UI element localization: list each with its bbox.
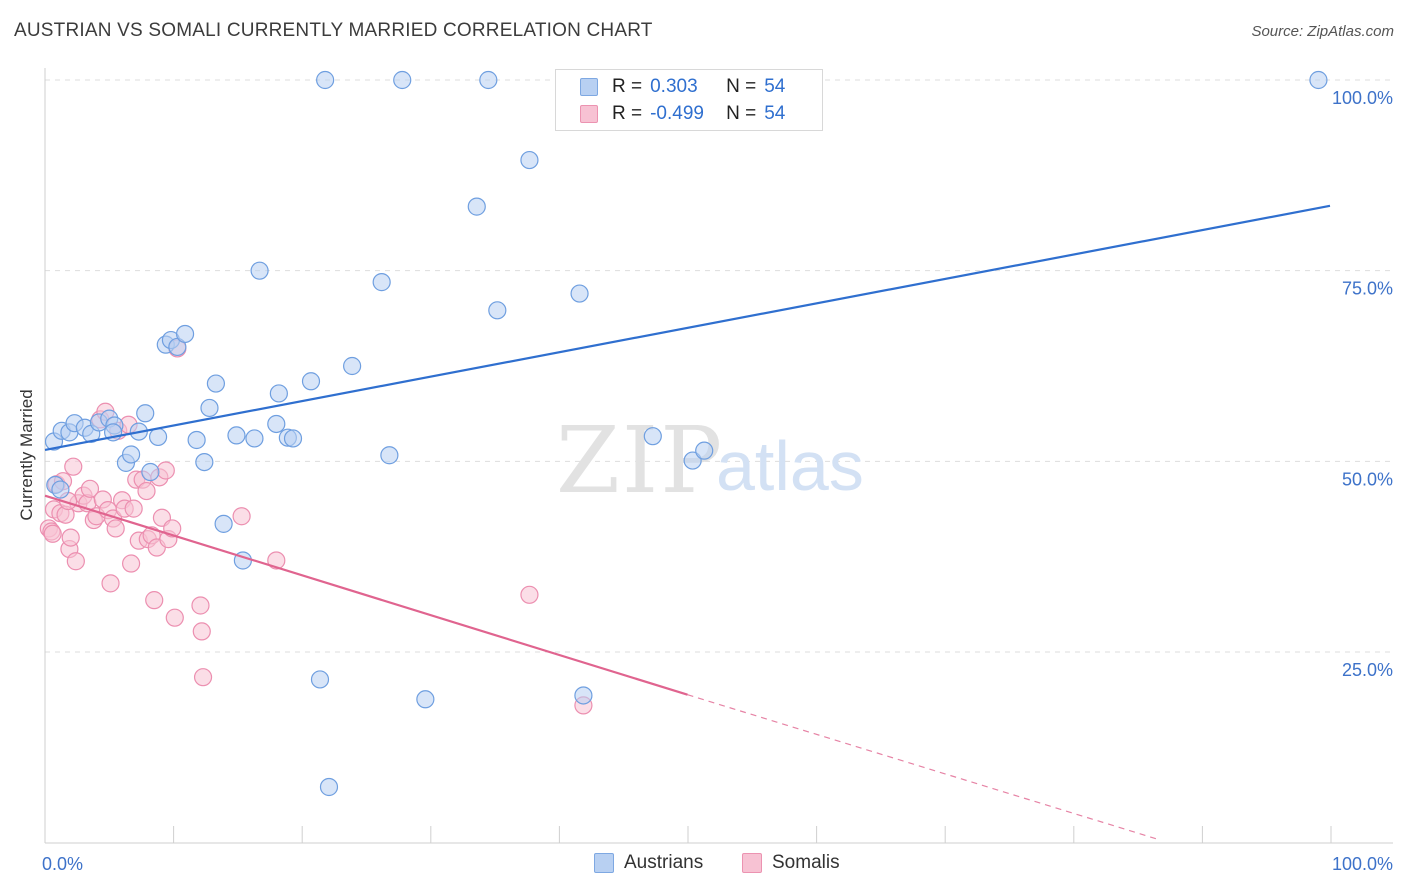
- legend-r-label: R =: [612, 76, 643, 97]
- legend-n-value-somalis: 54: [764, 103, 786, 124]
- data-point: [61, 528, 80, 547]
- data-point: [380, 446, 399, 465]
- data-point: [145, 591, 164, 610]
- data-point: [66, 552, 85, 571]
- data-point: [416, 690, 435, 709]
- data-point: [156, 461, 175, 480]
- data-point: [250, 261, 269, 280]
- data-point: [43, 524, 62, 543]
- legend-n-label: N =: [726, 103, 757, 124]
- legend-swatch-somalis: [742, 853, 762, 873]
- data-point: [51, 480, 70, 499]
- data-point: [175, 324, 195, 344]
- data-point: [101, 574, 120, 593]
- data-point: [200, 398, 219, 418]
- data-point: [245, 429, 264, 448]
- data-point: [267, 551, 286, 570]
- data-point: [137, 481, 156, 501]
- somalis-points: [39, 339, 593, 715]
- data-point: [393, 70, 412, 90]
- data-point: [227, 426, 246, 445]
- data-point: [165, 608, 184, 627]
- data-point: [124, 499, 143, 518]
- data-point: [683, 451, 702, 470]
- tick-labels: 25.0% 50.0% 75.0% 100.0% 0.0% 100.0%: [42, 88, 1393, 874]
- legend-item-austrians[interactable]: Austrians: [594, 852, 703, 874]
- axes: [44, 68, 1393, 844]
- series-legend: Austrians Somalis: [0, 852, 1406, 878]
- legend-swatch-austrians: [580, 78, 598, 96]
- y-tick-label: 100.0%: [1332, 88, 1393, 108]
- data-point: [570, 284, 589, 303]
- legend-label-somalis: Somalis: [772, 852, 840, 873]
- legend-r-value-austrians: 0.303: [650, 76, 698, 97]
- somalis-trend-line: [44, 494, 688, 696]
- legend-n-label: N =: [726, 76, 757, 97]
- y-axis-label: Currently Married: [17, 389, 36, 521]
- data-point: [310, 670, 330, 689]
- data-point: [283, 429, 303, 448]
- data-point: [191, 596, 210, 615]
- gridlines: [45, 79, 1393, 653]
- trend-lines: [44, 204, 1331, 840]
- watermark: ZIP atlas: [556, 407, 864, 514]
- legend-row-somalis: R = -0.499 N = 54: [580, 102, 785, 126]
- data-point: [192, 622, 211, 641]
- y-tick-label: 25.0%: [1342, 660, 1393, 680]
- y-tick-label: 50.0%: [1342, 469, 1393, 489]
- somalis-trend-extension: [687, 694, 1157, 840]
- data-point: [520, 150, 539, 170]
- data-point: [195, 452, 214, 472]
- legend-r-value-somalis: -0.499: [650, 103, 704, 124]
- data-point: [136, 404, 155, 423]
- data-point: [1309, 70, 1328, 90]
- data-point: [372, 273, 391, 292]
- data-point: [206, 374, 226, 393]
- legend-swatch-somalis: [580, 105, 598, 123]
- data-point: [121, 445, 141, 464]
- legend-r-label: R =: [612, 103, 643, 124]
- data-point: [267, 414, 286, 434]
- data-point: [520, 585, 539, 604]
- data-point: [232, 507, 251, 526]
- austrians-points: [44, 70, 1328, 797]
- watermark-atlas: atlas: [716, 427, 864, 505]
- data-point: [479, 70, 498, 90]
- data-point: [64, 457, 83, 476]
- data-point: [343, 356, 362, 376]
- data-point: [269, 384, 288, 403]
- data-point: [141, 462, 160, 482]
- stats-legend: R = 0.303 N = 54 R = -0.499 N = 54: [555, 69, 823, 131]
- data-point: [316, 70, 335, 90]
- data-point: [695, 441, 714, 460]
- data-point: [193, 668, 213, 687]
- data-point: [106, 519, 125, 538]
- data-point: [187, 430, 206, 450]
- chart-title: AUSTRIAN VS SOMALI CURRENTLY MARRIED COR…: [14, 20, 653, 41]
- data-point: [121, 554, 141, 573]
- legend-item-somalis[interactable]: Somalis: [742, 852, 840, 874]
- legend-n-value-austrians: 54: [764, 76, 786, 97]
- data-point: [148, 427, 168, 447]
- legend-swatch-austrians: [594, 853, 614, 873]
- data-point: [467, 197, 486, 216]
- data-point: [301, 372, 321, 391]
- data-point: [80, 479, 100, 498]
- legend-row-austrians: R = 0.303 N = 54: [580, 75, 785, 99]
- data-point: [488, 301, 507, 320]
- data-point: [574, 686, 593, 705]
- data-point: [319, 777, 339, 797]
- x-tick-label: 0.0%: [42, 854, 83, 874]
- y-tick-label: 75.0%: [1342, 279, 1393, 299]
- source-label: Source: ZipAtlas.com: [1251, 23, 1394, 40]
- legend-label-austrians: Austrians: [624, 852, 704, 873]
- austrians-trend-line: [44, 204, 1331, 451]
- data-point: [214, 514, 233, 533]
- x-tick-label: 100.0%: [1332, 854, 1393, 874]
- data-point: [643, 427, 662, 446]
